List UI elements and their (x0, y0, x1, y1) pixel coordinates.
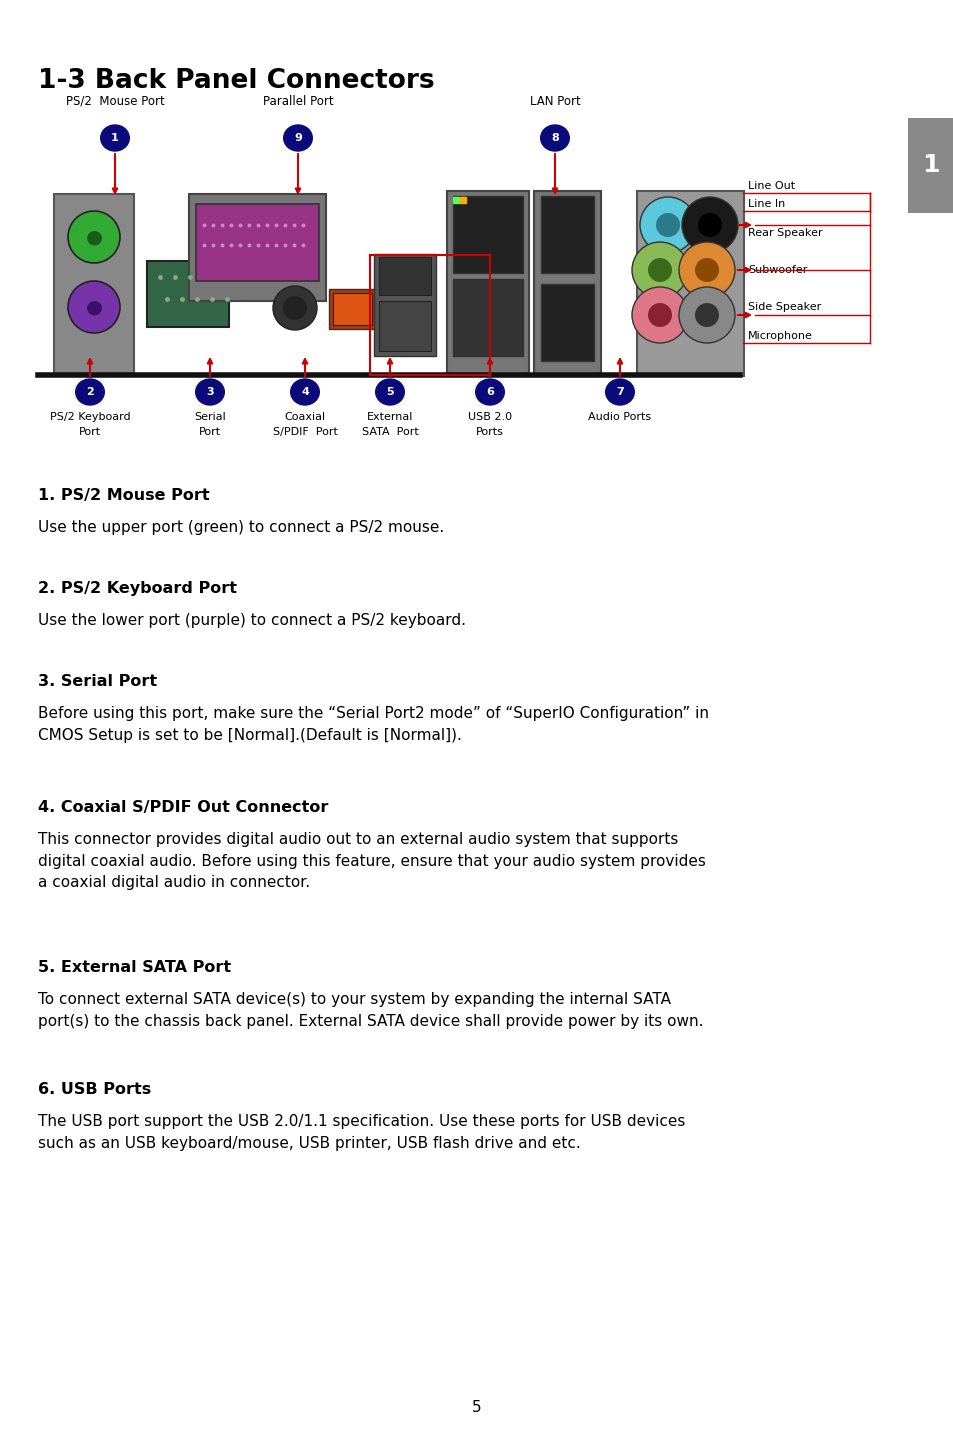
Text: 3. Serial Port: 3. Serial Port (38, 674, 157, 690)
Text: 3: 3 (206, 388, 213, 396)
FancyBboxPatch shape (540, 196, 594, 273)
FancyBboxPatch shape (195, 203, 318, 282)
Ellipse shape (75, 379, 104, 405)
Text: PS/2 Keyboard: PS/2 Keyboard (50, 412, 131, 423)
Circle shape (283, 296, 307, 319)
Circle shape (273, 286, 316, 330)
FancyBboxPatch shape (329, 289, 375, 330)
Text: Port: Port (199, 427, 221, 437)
Circle shape (68, 211, 120, 263)
Text: 1. PS/2 Mouse Port: 1. PS/2 Mouse Port (38, 488, 210, 502)
Text: The USB port support the USB 2.0/1.1 specification. Use these ports for USB devi: The USB port support the USB 2.0/1.1 spe… (38, 1114, 684, 1150)
FancyBboxPatch shape (637, 192, 743, 376)
Text: USB 2.0: USB 2.0 (468, 412, 512, 423)
Text: 1: 1 (922, 152, 939, 177)
FancyBboxPatch shape (453, 196, 522, 273)
Text: 5: 5 (386, 388, 394, 396)
Circle shape (68, 282, 120, 333)
Ellipse shape (195, 379, 224, 405)
Ellipse shape (375, 379, 404, 405)
Text: SATA  Port: SATA Port (361, 427, 418, 437)
FancyBboxPatch shape (540, 285, 594, 362)
Text: 4: 4 (301, 388, 309, 396)
Circle shape (639, 197, 696, 253)
Text: 7: 7 (616, 388, 623, 396)
FancyBboxPatch shape (374, 254, 436, 356)
Circle shape (679, 287, 734, 343)
Text: Before using this port, make sure the “Serial Port2 mode” of “SuperIO Configurat: Before using this port, make sure the “S… (38, 706, 708, 742)
Text: Subwoofer: Subwoofer (747, 266, 806, 274)
Text: Rear Speaker: Rear Speaker (747, 228, 821, 238)
Text: LAN Port: LAN Port (529, 94, 579, 107)
Circle shape (647, 258, 671, 282)
Circle shape (681, 197, 738, 253)
Text: Side Speaker: Side Speaker (747, 302, 821, 312)
FancyBboxPatch shape (147, 261, 229, 327)
Text: This connector provides digital audio out to an external audio system that suppo: This connector provides digital audio ou… (38, 832, 705, 890)
Text: Line Out: Line Out (747, 182, 794, 192)
Text: 5: 5 (472, 1400, 481, 1416)
Text: 2: 2 (86, 388, 93, 396)
Ellipse shape (605, 379, 634, 405)
FancyBboxPatch shape (378, 301, 431, 351)
Ellipse shape (283, 125, 312, 151)
Text: Microphone: Microphone (747, 331, 812, 341)
FancyBboxPatch shape (189, 195, 326, 301)
Text: Port: Port (79, 427, 101, 437)
FancyBboxPatch shape (54, 195, 133, 375)
Text: To connect external SATA device(s) to your system by expanding the internal SATA: To connect external SATA device(s) to yo… (38, 992, 702, 1028)
Text: PS/2  Mouse Port: PS/2 Mouse Port (66, 94, 164, 107)
Text: S/PDIF  Port: S/PDIF Port (273, 427, 337, 437)
Text: Serial: Serial (193, 412, 226, 423)
Circle shape (695, 303, 719, 327)
FancyBboxPatch shape (447, 192, 529, 376)
Ellipse shape (476, 379, 504, 405)
Text: ●: ● (86, 298, 102, 317)
Text: Use the lower port (purple) to connect a PS/2 keyboard.: Use the lower port (purple) to connect a… (38, 613, 465, 629)
Text: Parallel Port: Parallel Port (262, 94, 333, 107)
Text: 1-3 Back Panel Connectors: 1-3 Back Panel Connectors (38, 68, 435, 94)
Circle shape (698, 213, 721, 237)
Text: ●: ● (86, 228, 102, 247)
Circle shape (631, 242, 687, 298)
Text: Coaxial: Coaxial (284, 412, 325, 423)
Circle shape (679, 242, 734, 298)
Text: Audio Ports: Audio Ports (588, 412, 651, 423)
Ellipse shape (540, 125, 569, 151)
Text: Use the upper port (green) to connect a PS/2 mouse.: Use the upper port (green) to connect a … (38, 520, 444, 534)
Text: Line In: Line In (747, 199, 784, 209)
Ellipse shape (101, 125, 130, 151)
FancyBboxPatch shape (534, 192, 600, 376)
Ellipse shape (291, 379, 319, 405)
Text: 9: 9 (294, 134, 301, 142)
Text: 8: 8 (551, 134, 558, 142)
Text: 4. Coaxial S/PDIF Out Connector: 4. Coaxial S/PDIF Out Connector (38, 800, 328, 815)
Bar (370, 256, 490, 375)
Text: 5. External SATA Port: 5. External SATA Port (38, 960, 231, 974)
FancyBboxPatch shape (453, 279, 522, 356)
Circle shape (695, 258, 719, 282)
Text: 6: 6 (485, 388, 494, 396)
Circle shape (647, 303, 671, 327)
FancyBboxPatch shape (378, 257, 431, 295)
Bar (907, 118, 953, 213)
Text: 1: 1 (111, 134, 119, 142)
Text: 2. PS/2 Keyboard Port: 2. PS/2 Keyboard Port (38, 581, 236, 595)
Circle shape (631, 287, 687, 343)
Text: Ports: Ports (476, 427, 503, 437)
Circle shape (656, 213, 679, 237)
Text: External: External (366, 412, 413, 423)
Text: 6. USB Ports: 6. USB Ports (38, 1082, 152, 1098)
FancyBboxPatch shape (333, 293, 372, 325)
